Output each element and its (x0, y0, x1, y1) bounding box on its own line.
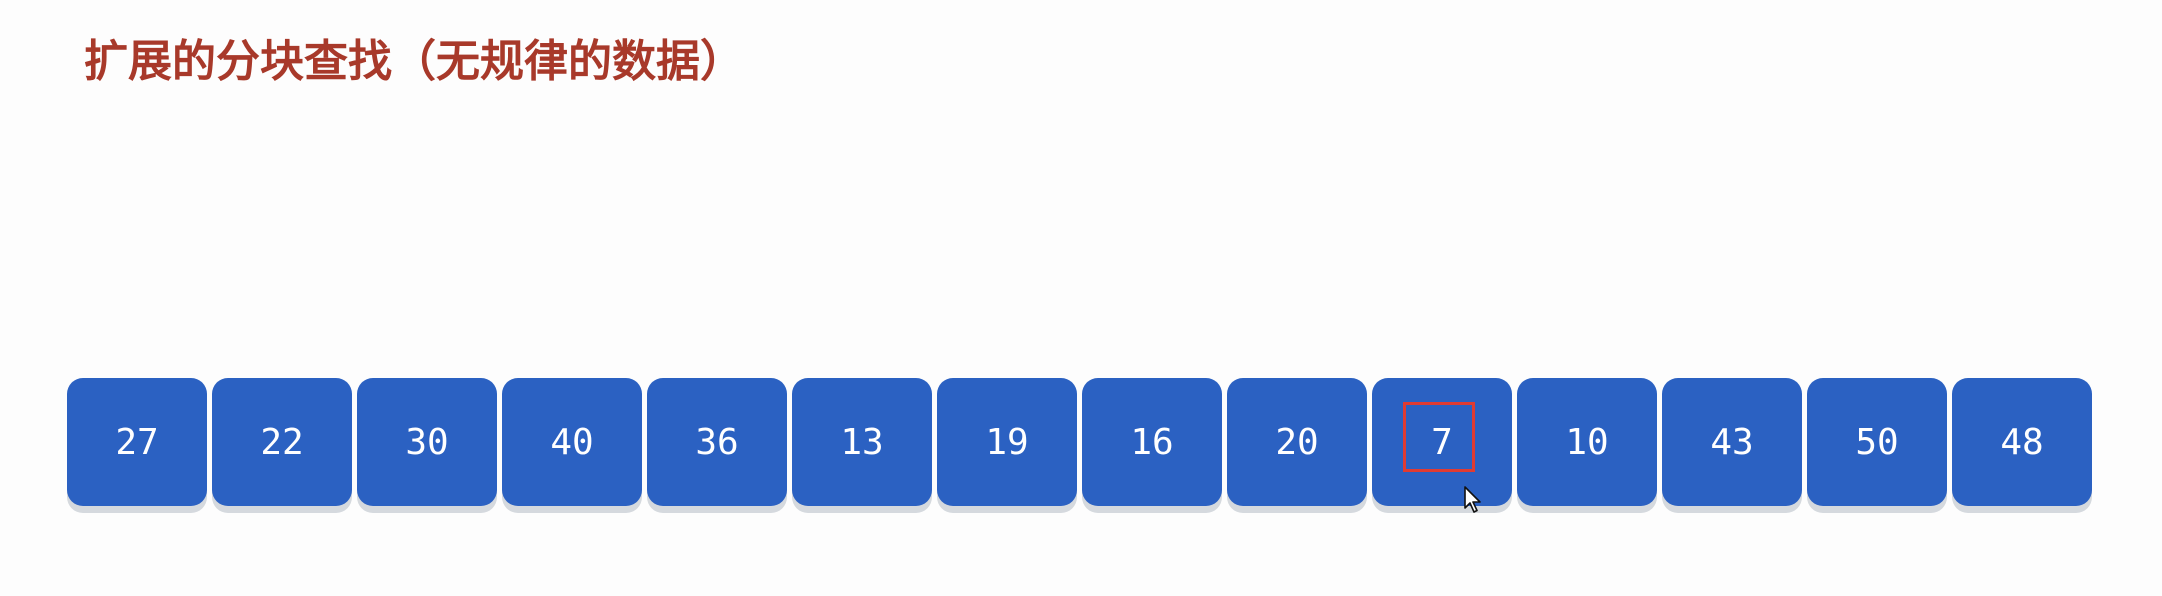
array-cell[interactable]: 16 (1082, 378, 1222, 506)
array-cell-value: 10 (1565, 421, 1609, 463)
array-cell-value: 13 (840, 421, 884, 463)
array-cell[interactable]: 10 (1517, 378, 1657, 506)
array-cell-value: 27 (115, 421, 159, 463)
array-cell-value: 48 (2000, 421, 2044, 463)
array-cell-value: 22 (260, 421, 304, 463)
mouse-cursor-icon (1464, 486, 1481, 513)
array-cell[interactable]: 48 (1952, 378, 2092, 506)
array-cell-value: 36 (695, 421, 739, 463)
array-cell-value: 50 (1855, 421, 1899, 463)
array-cell[interactable]: 13 (792, 378, 932, 506)
array-cell-value: 16 (1130, 421, 1174, 463)
array-cell-value: 20 (1275, 421, 1319, 463)
array-cell[interactable]: 40 (502, 378, 642, 506)
array-cell-value: 19 (985, 421, 1029, 463)
array-cell[interactable]: 27 (67, 378, 207, 506)
array-cell[interactable]: 19 (937, 378, 1077, 506)
array-cell[interactable]: 30 (357, 378, 497, 506)
array-cell-highlighted[interactable]: 7 (1372, 378, 1512, 506)
array-row: 27 22 30 40 36 13 19 16 20 7 10 43 50 48 (67, 378, 2097, 513)
array-cell[interactable]: 50 (1807, 378, 1947, 506)
array-cell[interactable]: 20 (1227, 378, 1367, 506)
array-cell-value: 40 (550, 421, 594, 463)
array-cell-value: 43 (1710, 421, 1754, 463)
array-cell[interactable]: 43 (1662, 378, 1802, 506)
array-cell-value: 7 (1431, 421, 1453, 463)
array-cell[interactable]: 22 (212, 378, 352, 506)
array-cell[interactable]: 36 (647, 378, 787, 506)
page-title: 扩展的分块查找（无规律的数据） (84, 36, 744, 87)
highlight-box (1403, 402, 1475, 472)
array-cell-value: 30 (405, 421, 449, 463)
